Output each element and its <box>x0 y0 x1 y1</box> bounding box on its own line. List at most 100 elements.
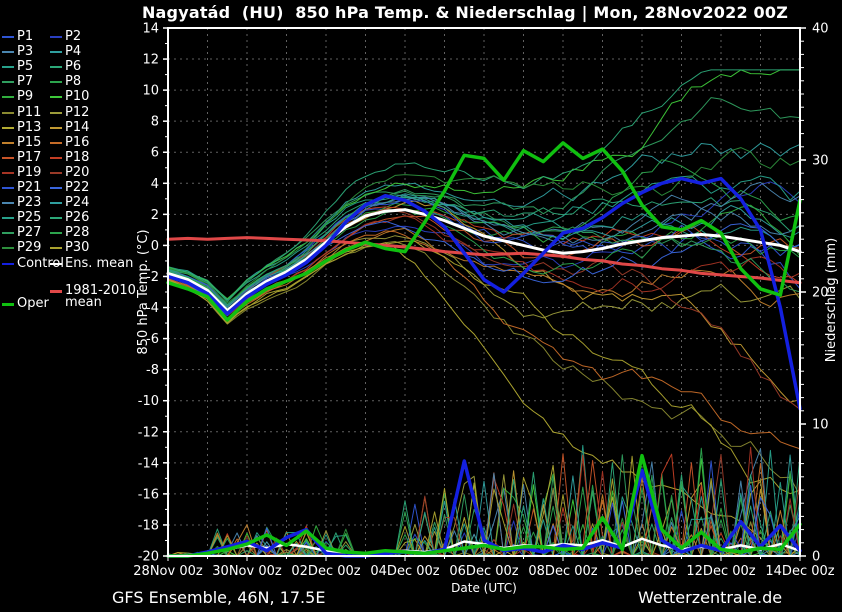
legend-item-p10: P10 <box>50 90 89 104</box>
legend-item-p2-color-chip <box>50 36 62 38</box>
legend-item-p11-color-chip <box>2 111 14 114</box>
legend-item-ens-mean: Ens. mean <box>50 255 134 271</box>
member-line-P4 <box>167 142 801 301</box>
member-line-P11 <box>167 241 801 497</box>
series-1981-2010-mean <box>166 236 802 285</box>
legend-item-p4: P4 <box>50 45 81 59</box>
series-control-niederschlag <box>166 459 802 558</box>
legend-item-p30-color-chip <box>50 247 62 250</box>
legend-item-p6-label: P6 <box>65 59 82 75</box>
legend-item-p26: P26 <box>50 211 89 225</box>
legend-item-p14: P14 <box>50 119 90 135</box>
legend-item-p15: P15 <box>2 135 41 150</box>
legend-item-p24-label: P24 <box>65 195 90 211</box>
legend-item-clim-color-chip <box>50 289 62 293</box>
member-line-P10 <box>167 69 801 300</box>
legend-item-p21: P21 <box>2 181 41 195</box>
legend-item-p29-label: P29 <box>17 240 42 256</box>
legend-item-p8-color-chip <box>50 81 62 84</box>
legend-item-p13: P13 <box>2 119 42 135</box>
member-line-P18 <box>167 206 801 308</box>
legend-item-control: Control <box>2 256 64 271</box>
y-right-tick-label: 20 <box>812 286 829 301</box>
legend-item-p7-label: P7 <box>17 74 34 90</box>
legend-item-p22-label: P22 <box>65 180 90 195</box>
legend-item-p10-label: P10 <box>65 89 90 105</box>
legend-item-p29-color-chip <box>2 247 14 250</box>
legend-item-p17: P17 <box>2 150 41 165</box>
legend-item-p9-label: P9 <box>17 89 34 105</box>
y-left-tick-label: 12 <box>142 53 159 68</box>
legend-item-p17-color-chip <box>2 156 14 159</box>
legend-item-p29: P29 <box>2 241 41 255</box>
legend-item-ens-mean-color-chip <box>50 262 62 265</box>
legend-item-p1: P1 <box>2 30 33 44</box>
y-right-tick-label: 30 <box>812 154 829 169</box>
legend-item-p24: P24 <box>50 196 89 210</box>
y-left-tick-label: 0 <box>151 239 159 254</box>
footer-brand: Wetterzentrale.de <box>638 588 783 607</box>
legend-item-p13-label: P13 <box>17 119 42 135</box>
legend-item-p18: P18 <box>50 150 89 165</box>
y-right-axis-label: Niederschlag (mm) <box>824 238 839 363</box>
x-tick-label: 02Dec 00z <box>291 564 360 579</box>
legend-item-clim-line2: mean <box>65 296 102 310</box>
legend-item-ens-mean-label: Ens. mean <box>65 255 134 271</box>
y-left-tick-label: -8 <box>146 363 159 378</box>
y-left-axis-label: 850 hPa Temp. (°C) <box>136 229 151 354</box>
x-tick-label: 30Nov 00z <box>212 564 282 579</box>
legend-item-p5-color-chip <box>2 66 14 69</box>
legend-item-p10-color-chip <box>50 96 62 99</box>
y-left-tick-label: -6 <box>146 332 159 347</box>
member-line-P7 <box>167 97 801 303</box>
series-oper-niederschlag <box>166 453 802 558</box>
legend-item-p9-color-chip <box>2 96 14 99</box>
legend-item-p3: P3 <box>2 45 33 59</box>
y-left-tick-label: 6 <box>151 146 159 161</box>
legend-item-p14-label: P14 <box>65 119 90 135</box>
x-tick-label: 08Dec 00z <box>528 564 597 579</box>
legend-item-p30: P30 <box>50 241 89 255</box>
legend-item-p9: P9 <box>2 90 33 104</box>
legend-item-p3-color-chip <box>2 51 14 54</box>
legend-item-p8-label: P8 <box>65 74 82 90</box>
legend-item-p24-color-chip <box>50 202 62 205</box>
legend-item-p7: P7 <box>2 75 33 89</box>
legend-item-p22-color-chip <box>50 187 62 189</box>
y-left-tick-label: -16 <box>138 487 159 502</box>
legend-item-p27: P27 <box>2 226 41 240</box>
member-line-P27 <box>167 188 801 307</box>
legend-item-p30-label: P30 <box>65 240 90 256</box>
legend-item-p25: P25 <box>2 211 41 225</box>
legend-item-p5-label: P5 <box>17 59 34 75</box>
legend-item-p27-label: P27 <box>17 225 42 241</box>
legend-item-p26-color-chip <box>50 217 62 220</box>
x-tick-label: 04Dec 00z <box>370 564 439 579</box>
legend-item-p18-color-chip <box>50 156 62 159</box>
legend-item-p5: P5 <box>2 60 33 74</box>
legend-item-p27-color-chip <box>2 232 14 235</box>
legend-item-p11: P11 <box>2 105 41 120</box>
legend-item-p16-color-chip <box>50 141 62 144</box>
legend-item-p28-label: P28 <box>65 225 90 241</box>
footer-model-info: GFS Ensemble, 46N, 17.5E <box>112 588 326 607</box>
legend-item-p25-color-chip <box>2 217 14 220</box>
y-left-tick-label: 2 <box>151 208 159 223</box>
member-line-P16 <box>167 230 801 450</box>
legend-item-oper-label: Oper <box>17 296 49 311</box>
legend-item-p20-label: P20 <box>65 164 90 180</box>
y-left-tick-label: -10 <box>138 394 159 409</box>
member-line-P2 <box>167 181 801 317</box>
legend-item-p19-label: P19 <box>17 164 42 180</box>
legend-item-p3-label: P3 <box>17 44 34 60</box>
legend-item-p16-label: P16 <box>65 134 90 150</box>
y-left-tick-label: -4 <box>146 301 159 316</box>
legend-item-p16: P16 <box>50 134 90 150</box>
legend-item-clim-line2-label: mean <box>65 295 102 310</box>
member-line-P30 <box>167 240 801 495</box>
legend-item-clim-label: 1981-2010 <box>65 283 136 298</box>
legend-item-p15-color-chip <box>2 141 14 144</box>
legend-item-p23: P23 <box>2 196 41 210</box>
